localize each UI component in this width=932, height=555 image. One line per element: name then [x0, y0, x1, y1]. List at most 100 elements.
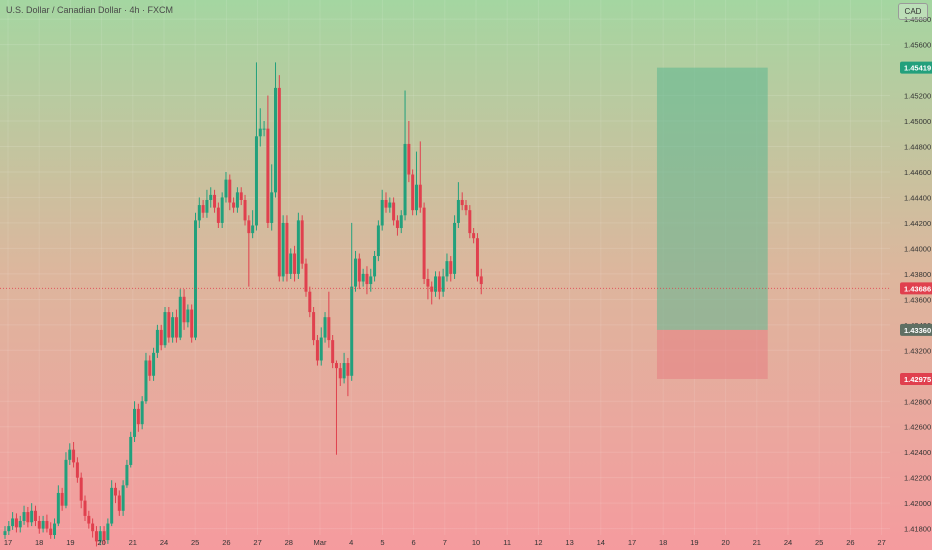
time-tick-label: 25 [815, 538, 823, 547]
candle-body [373, 256, 377, 277]
time-tick-label: 7 [443, 538, 447, 547]
target-zone[interactable] [656, 67, 768, 330]
candle-body [346, 363, 350, 376]
candle-body [445, 261, 449, 277]
candle-body [87, 515, 91, 524]
candle-body [113, 487, 117, 496]
candle-body [414, 184, 418, 211]
price-label-text: 1.45419 [904, 64, 931, 73]
price-tick-label: 1.42400 [904, 448, 931, 457]
candle-body [407, 143, 411, 175]
currency-badge[interactable]: CAD [898, 3, 928, 20]
price-label-text: 1.43360 [904, 326, 931, 335]
time-axis[interactable]: 17 18 19 20 21 24 25 26 27 28 Mar 4 5 6 7 10 11 12 13 14 17 1… [4, 538, 886, 547]
candle-body [342, 363, 346, 379]
candle-body [434, 276, 438, 292]
time-tick-label: 12 [534, 538, 542, 547]
candle-body [49, 528, 53, 535]
candle-body [102, 531, 106, 541]
candle-body [140, 401, 144, 425]
price-tick-label: 1.42000 [904, 499, 931, 508]
candle-body [338, 368, 342, 379]
time-tick-label: 17 [4, 538, 12, 547]
candle-body [274, 87, 278, 193]
price-tick-label: 1.42800 [904, 397, 931, 406]
candle-body [308, 291, 312, 313]
candle-body [155, 329, 159, 353]
price-label-badge [900, 372, 932, 385]
candle-body [213, 194, 217, 208]
time-tick-label: 19 [690, 538, 698, 547]
candle-body [472, 233, 476, 239]
candle-body [41, 520, 45, 529]
candle-body [228, 179, 232, 203]
time-tick-label: 10 [472, 538, 480, 547]
candle-body [369, 276, 373, 285]
candle-body [94, 531, 98, 542]
time-tick-label: 6 [412, 538, 416, 547]
candle-body [216, 207, 220, 223]
grid [0, 0, 890, 535]
candle-body [91, 523, 95, 532]
time-tick-label: 27 [877, 538, 885, 547]
stop-zone[interactable] [656, 329, 768, 379]
candle-body [205, 199, 209, 213]
candle-body [171, 317, 175, 338]
candle-body [411, 174, 415, 211]
candle-body [350, 286, 354, 376]
price-label-badge [900, 282, 932, 295]
time-tick-label: 14 [597, 538, 605, 547]
candle-body [83, 500, 87, 516]
candle-body [468, 210, 472, 234]
candle-body [144, 360, 148, 402]
candle-body [262, 128, 266, 130]
time-tick-label: 24 [784, 538, 792, 547]
candle-body [197, 205, 201, 221]
candle-body [201, 205, 205, 213]
candle-body [258, 128, 262, 137]
time-tick-label: 5 [380, 538, 384, 547]
candle-body [30, 510, 34, 523]
time-tick-label: Mar [314, 538, 327, 547]
price-tick-label: 1.44800 [904, 142, 931, 151]
price-label-text: 1.43686 [904, 284, 931, 293]
price-tick-label: 1.45000 [904, 117, 931, 126]
candle-body [354, 258, 358, 287]
time-tick-label: 20 [721, 538, 729, 547]
candle-body [72, 449, 76, 463]
candle-body [293, 253, 297, 274]
candle-body [68, 449, 72, 460]
candle-body [129, 436, 133, 465]
price-tick-label: 1.45600 [904, 41, 931, 50]
candle-body [430, 286, 434, 292]
price-axis[interactable]: 1.458001.456001.452001.450001.448001.446… [904, 15, 931, 534]
candle-body [22, 512, 26, 521]
candle-body [53, 523, 57, 535]
time-tick-label: 25 [191, 538, 199, 547]
candle-body [178, 296, 182, 338]
candle-body [449, 261, 453, 274]
candle-body [14, 518, 18, 528]
position-zones[interactable] [656, 67, 768, 379]
candle-body [56, 492, 60, 524]
candle-body [239, 192, 243, 200]
candle-body [277, 87, 281, 277]
candle-body [167, 312, 171, 338]
candle-body [190, 309, 194, 338]
candle-body [312, 312, 316, 341]
price-tick-label: 1.41800 [904, 525, 931, 534]
candle-body [453, 222, 457, 274]
candle-body [296, 220, 300, 274]
candle-body [243, 199, 247, 221]
price-label-badge [900, 61, 932, 74]
candle-series [3, 62, 483, 547]
candle-body [64, 459, 68, 506]
candle-body [133, 408, 137, 437]
candle-body [117, 495, 121, 511]
candle-body [315, 340, 319, 361]
price-labels: 1.45419 1.43686 1.43360 1.42975 [900, 61, 932, 385]
candle-body [11, 518, 15, 527]
